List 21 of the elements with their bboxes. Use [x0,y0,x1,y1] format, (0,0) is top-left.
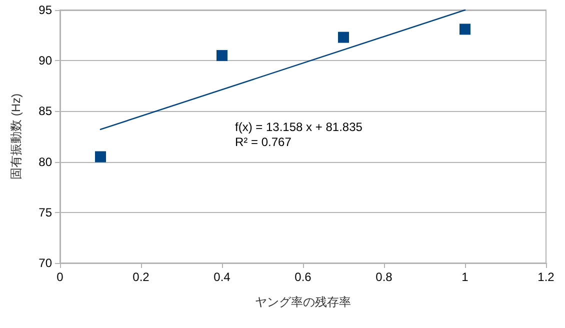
y-tick-label: 85 [38,104,52,118]
y-axis-title: 固有振動数 (Hz) [9,94,23,180]
y-tick-label: 90 [38,54,52,68]
point [216,50,228,62]
x-tick-label: 0.8 [376,270,393,284]
y-tick-label: 70 [38,256,52,270]
annotation: R² = 0.767 [235,135,292,149]
y-tick-label: 75 [38,205,52,220]
x-axis-title: ヤング率の残存率 [255,295,351,309]
annotation: f(x) = 13.158 x + 81.835 [235,120,363,134]
y-tick-label: 80 [38,154,52,169]
point [95,151,106,162]
point [460,24,470,35]
y-tick-label: 95 [38,3,52,17]
x-tick-label: 0.4 [214,270,231,284]
x-tick-label: 0.2 [132,270,150,284]
point [338,32,349,43]
x-tick-label: 0.6 [294,270,312,284]
x-tick-label: 0 [56,270,64,284]
x-tick-label: 1 [462,270,469,284]
x-tick-label: 1.2 [538,270,555,284]
